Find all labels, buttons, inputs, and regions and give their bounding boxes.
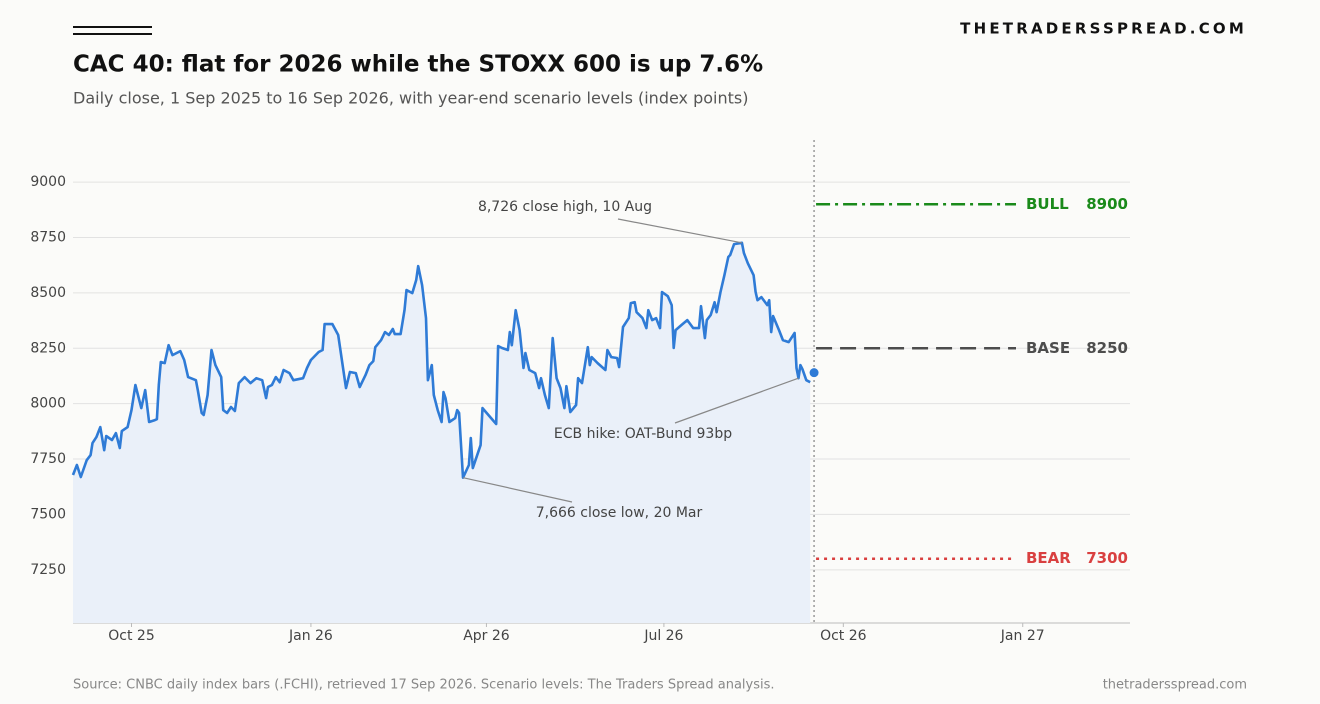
x-tick-label: Oct 26 <box>820 628 867 644</box>
x-tick-label: Jan 26 <box>288 628 333 644</box>
scenario-name: BEAR <box>1026 549 1071 567</box>
price-line <box>71 241 811 479</box>
scenario-value: 8900 <box>1086 195 1128 213</box>
y-tick-label: 8750 <box>30 229 66 245</box>
annotation-leader <box>617 218 743 244</box>
area-fill <box>73 242 811 624</box>
x-tick-label: Oct 25 <box>108 628 154 644</box>
scenario-value: 7300 <box>1086 549 1128 567</box>
x-tick-label: Jan 27 <box>1000 628 1045 644</box>
brand: THETRADERSSPREAD.COM <box>960 20 1247 38</box>
annotation: ECB hike: OAT-Bund 93bp <box>554 426 732 442</box>
scenario-name: BULL <box>1026 195 1069 213</box>
x-tick-label: Apr 26 <box>463 628 510 644</box>
annotation: 7,666 close low, 20 Mar <box>536 505 703 521</box>
annotation-leader <box>462 477 573 503</box>
y-tick-label: 8250 <box>30 340 66 356</box>
chart-title: CAC 40: flat for 2026 while the STOXX 60… <box>73 52 763 78</box>
y-tick-label: 7500 <box>30 506 66 522</box>
site-url: thetradersspread.com <box>1103 678 1247 693</box>
scenario-name: BASE <box>1026 339 1070 357</box>
chart-subtitle: Daily close, 1 Sep 2025 to 16 Sep 2026, … <box>73 89 748 108</box>
y-tick-label: 7750 <box>30 451 66 467</box>
annotation: 8,726 close high, 10 Aug <box>478 199 652 215</box>
scenario-value: 8250 <box>1086 339 1128 357</box>
x-tick-label: Jul 26 <box>643 628 683 644</box>
y-tick-label: 7250 <box>30 562 66 578</box>
source-note: Source: CNBC daily index bars (.FCHI), r… <box>73 678 775 693</box>
y-tick-label: 9000 <box>30 174 66 190</box>
last-close-dot <box>809 368 819 378</box>
annotation-leader <box>674 377 799 424</box>
y-tick-label: 8500 <box>30 285 66 301</box>
y-tick-label: 8000 <box>30 396 66 412</box>
